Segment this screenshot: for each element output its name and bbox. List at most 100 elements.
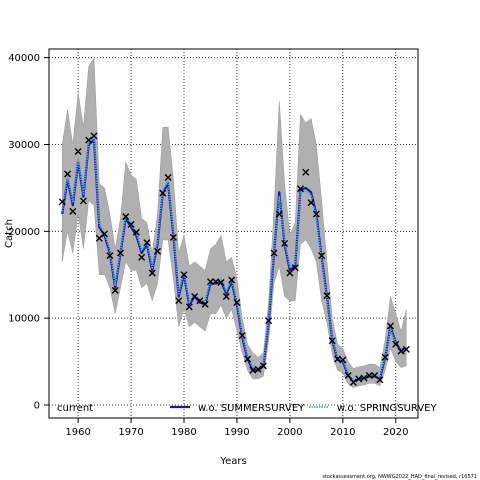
- observed-point-stroke: [360, 374, 368, 382]
- confidence-band: [61, 56, 407, 388]
- observed-point-stroke: [180, 271, 188, 279]
- observed-point: [58, 198, 66, 206]
- legend: current w.o. SUMMERSURVEY w.o. SPRINGSURVE…: [57, 403, 437, 414]
- observed-point: [238, 332, 246, 340]
- observed-point: [249, 366, 257, 374]
- y-tick-label: 20000: [8, 227, 40, 238]
- observed-point: [402, 345, 410, 353]
- observed-point: [323, 292, 331, 300]
- observed-point-stroke: [249, 366, 257, 374]
- y-tick-label: 30000: [8, 140, 40, 151]
- legend-label: w.o. SUMMERSURVEY: [198, 403, 305, 414]
- legend-label: w.o. SPRINGSURVEY: [337, 403, 437, 414]
- observed-point: [74, 147, 82, 155]
- observed-point-stroke: [376, 376, 384, 384]
- observed-point: [69, 207, 77, 215]
- observed-point: [169, 233, 177, 241]
- observed-point: [212, 278, 220, 286]
- observed-point-stroke: [217, 279, 225, 287]
- observed-point-stroke: [79, 197, 87, 205]
- observed-point-stroke: [132, 228, 140, 236]
- ci-band: [61, 56, 407, 388]
- observed-point-stroke: [74, 147, 82, 155]
- x-tick-label: 2000: [277, 427, 302, 438]
- observed-point: [148, 269, 156, 277]
- observed-point-stroke: [328, 337, 336, 345]
- observed-point-stroke: [339, 356, 347, 364]
- observed-point-stroke: [175, 297, 183, 305]
- y-tick-label: 40000: [8, 53, 40, 64]
- observed-point: [127, 220, 135, 228]
- observed-point: [138, 253, 146, 261]
- observed-point-stroke: [196, 297, 204, 305]
- observed-point-stroke: [349, 378, 357, 386]
- observed-point: [265, 317, 273, 325]
- observed-point-stroke: [154, 247, 162, 255]
- observed-point-stroke: [159, 189, 167, 197]
- observed-point: [111, 286, 119, 294]
- observed-point: [159, 189, 167, 197]
- observed-point-stroke: [106, 252, 114, 260]
- observed-point: [254, 365, 262, 373]
- observed-point: [164, 174, 172, 181]
- observed-point: [79, 197, 87, 205]
- series-line-wo-springsurvey: [61, 136, 407, 381]
- observed-point-stroke: [365, 371, 373, 379]
- observed-point-stroke: [169, 233, 177, 241]
- observed-point-stroke: [307, 199, 315, 207]
- observed-point: [101, 230, 109, 238]
- observed-point: [217, 279, 225, 287]
- observed-point-stroke: [275, 210, 283, 218]
- observed-point-stroke: [191, 292, 199, 300]
- observed-point: [349, 378, 357, 386]
- observed-point-stroke: [323, 292, 331, 300]
- observed-point: [339, 356, 347, 364]
- observed-point: [318, 252, 326, 260]
- observed-point-stroke: [90, 132, 98, 140]
- x-axis-title: Years: [219, 456, 246, 467]
- observed-point-stroke: [402, 345, 410, 353]
- observed-point-stroke: [228, 276, 236, 284]
- observed-point: [355, 375, 363, 383]
- observed-point-stroke: [164, 174, 172, 181]
- observed-point-stroke: [69, 207, 77, 215]
- observed-point: [334, 355, 342, 363]
- observed-point: [122, 213, 130, 221]
- observed-point-stroke: [138, 253, 146, 261]
- observed-point: [259, 362, 267, 370]
- y-tick-label: 10000: [8, 314, 40, 325]
- observed-point-stroke: [397, 347, 405, 355]
- observed-point-stroke: [127, 220, 135, 228]
- observed-point: [90, 132, 98, 140]
- axes: 1960 1970 1980 1990 2000 2010 2020 0 10000 20000 3…: [8, 53, 408, 438]
- observed-point: [222, 292, 230, 300]
- observed-point: [201, 300, 209, 308]
- observed-point: [64, 170, 72, 178]
- observed-point-stroke: [212, 278, 220, 286]
- observed-point: [302, 168, 310, 176]
- observed-point-stroke: [222, 292, 230, 300]
- observed-point: [312, 210, 320, 218]
- observed-point-stroke: [312, 210, 320, 218]
- observed-point: [143, 239, 151, 247]
- observed-point: [154, 247, 162, 255]
- x-tick-label: 1960: [65, 427, 90, 438]
- plot-frame: [48, 48, 419, 419]
- observed-point: [175, 297, 183, 305]
- observed-point-stroke: [286, 269, 294, 277]
- observed-point-stroke: [148, 269, 156, 277]
- observed-point: [344, 371, 352, 379]
- observed-point: [185, 303, 193, 311]
- observed-points: [58, 132, 410, 386]
- observed-point-stroke: [101, 230, 109, 238]
- observed-point-stroke: [185, 303, 193, 311]
- x-tick-label: 1990: [224, 427, 249, 438]
- observed-point: [376, 376, 384, 384]
- observed-point-stroke: [122, 213, 130, 221]
- observed-point-stroke: [381, 353, 389, 361]
- observed-point-stroke: [344, 371, 352, 379]
- observed-point-stroke: [296, 185, 304, 193]
- observed-point-stroke: [318, 252, 326, 260]
- observed-point: [228, 276, 236, 284]
